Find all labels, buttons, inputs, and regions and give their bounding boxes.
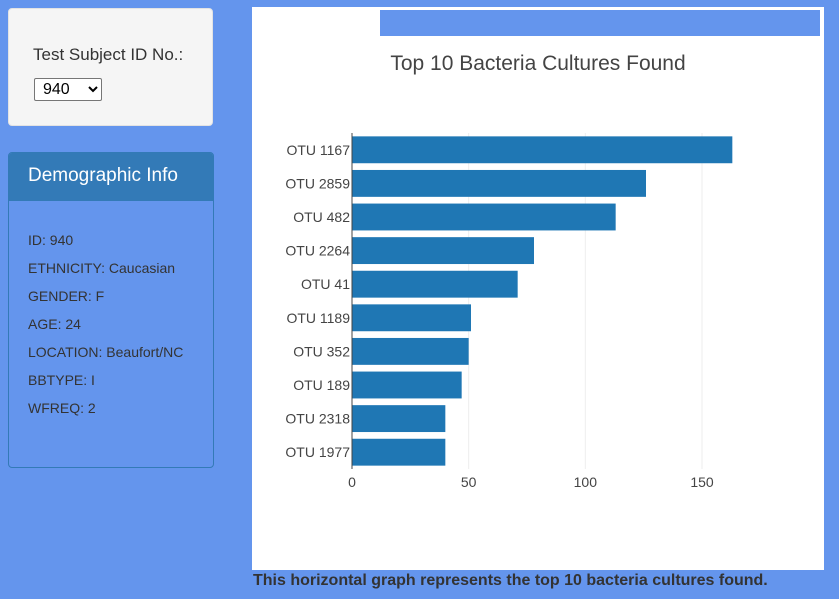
bar-chart: Top 10 Bacteria Cultures Found OTU 1167 OT… [285,52,733,490]
chart-caption: This horizontal graph represents the top… [253,572,768,589]
bar [352,169,646,197]
bar [352,304,471,332]
bar [352,371,462,399]
demographic-id: ID: 940 [28,232,74,248]
y-tick-label: OTU 189 [293,377,350,393]
bar [352,270,518,298]
x-tick-label: 150 [690,474,714,490]
demographic-gender: GENDER: F [28,288,105,304]
bar [352,438,446,466]
chart-title: Top 10 Bacteria Cultures Found [390,52,685,75]
demographic-wfreq: WFREQ: 2 [28,400,96,416]
y-tick-label: OTU 2318 [285,411,350,427]
y-tick-label: OTU 1977 [285,444,350,460]
bar-chart-panel: Top 10 Bacteria Cultures Found OTU 1167 OT… [252,7,824,570]
bar [352,405,446,433]
bar [352,237,534,265]
demographic-ethnicity: ETHNICITY: Caucasian [28,260,176,276]
y-tick-label: OTU 1189 [286,310,350,326]
subject-id-select[interactable]: 940 [34,78,102,101]
y-tick-label: OTU 2859 [285,175,350,191]
y-tick-label: OTU 41 [301,276,350,292]
demographic-bbtype: BBTYPE: I [28,372,95,388]
subject-selector-panel: Test Subject ID No.: 940 [8,8,213,126]
y-tick-label: OTU 2264 [285,243,350,259]
x-tick-label: 50 [461,474,477,490]
bar [352,337,469,365]
demographic-info-body: ID: 940 ETHNICITY: Caucasian GENDER: F A… [9,201,213,416]
subject-selector-label: Test Subject ID No.: [33,45,184,64]
demographic-info-panel: Demographic Info ID: 940 ETHNICITY: Cauc… [8,152,214,468]
demographic-location: LOCATION: Beaufort/NC [28,344,184,360]
x-tick-label: 0 [348,474,356,490]
x-tick-label: 100 [574,474,598,490]
demographic-info-heading: Demographic Info [9,153,213,201]
bar [352,203,616,231]
y-tick-label: OTU 1167 [286,142,350,158]
y-tick-label: OTU 352 [293,343,350,359]
demographic-age: AGE: 24 [28,316,81,332]
y-tick-label: OTU 482 [293,209,350,225]
chart-top-bar [380,10,820,36]
bar [352,136,733,164]
